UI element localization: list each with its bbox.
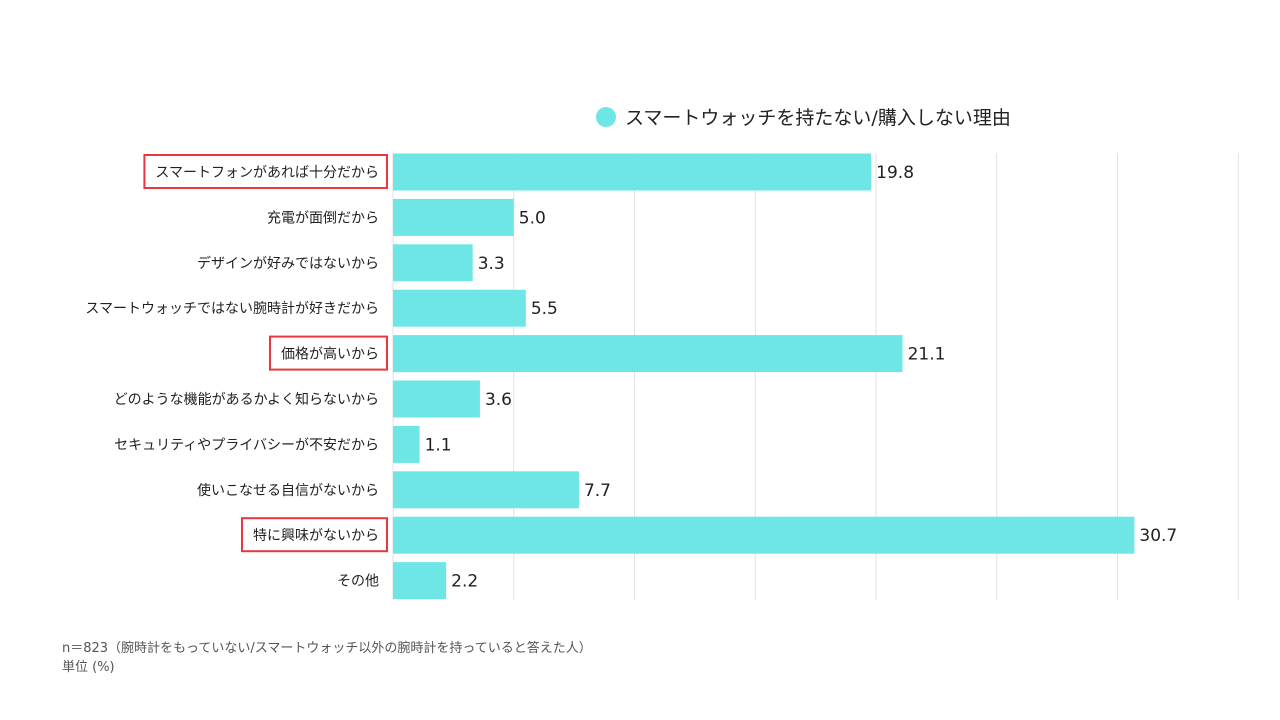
bar [393,198,514,236]
value-label: 30.7 [1139,526,1177,546]
unit-note: 単位 (%) [62,660,115,675]
value-label: 5.5 [531,299,558,319]
bar [393,425,420,463]
highlight-box [269,335,388,371]
value-label: 3.6 [485,390,512,410]
bar [393,471,579,509]
value-label: 3.3 [478,254,505,274]
value-label: 21.1 [908,345,946,365]
bar [393,562,447,600]
category-label: スマートフォンがあれば十分だから [155,165,379,181]
highlight-boxes [143,154,388,553]
highlight-box [143,154,388,189]
sample-size-note: n＝823（腕時計をもっていない/スマートウォッチ以外の腕時計を持っていると答え… [62,641,592,656]
value-label: 1.1 [425,435,452,455]
category-label: 使いこなせる自信がないから [197,482,379,499]
highlight-box [241,517,388,553]
bar [393,380,480,418]
bar [393,244,473,282]
bar [393,153,872,191]
category-label: 価格が高いから [281,346,379,363]
category-label: 特に興味がないから [253,528,379,544]
value-label: 7.7 [584,481,611,501]
bar [393,289,526,327]
bar [393,335,903,373]
legend: スマートウォッチを持たない/購入しない理由 [596,107,1011,129]
bars [393,153,1135,600]
category-label: デザインが好みではないから [197,255,379,272]
legend-label: スマートウォッチを持たない/購入しない理由 [625,107,1011,129]
category-label: 充電が面倒だから [267,210,379,226]
category-label: スマートウォッチではない腕時計が好きだから [85,301,379,317]
category-labels: スマートフォンがあれば十分だから充電が面倒だからデザインが好みではないからスマー… [85,165,379,590]
category-label: どのような機能があるかよく知らないから [114,391,379,408]
category-label: セキュリティやプライバシーが不安だから [114,437,379,453]
bar [393,516,1135,554]
value-label: 19.8 [876,163,914,183]
value-label: 2.2 [451,572,478,592]
value-labels: 19.8 5.0 3.3 5.5 21.1 3.6 1.1 7.7 30.7 2.2 [425,163,1178,592]
category-label: その他 [337,574,379,590]
value-label: 5.0 [519,208,546,228]
legend-swatch [596,107,616,127]
